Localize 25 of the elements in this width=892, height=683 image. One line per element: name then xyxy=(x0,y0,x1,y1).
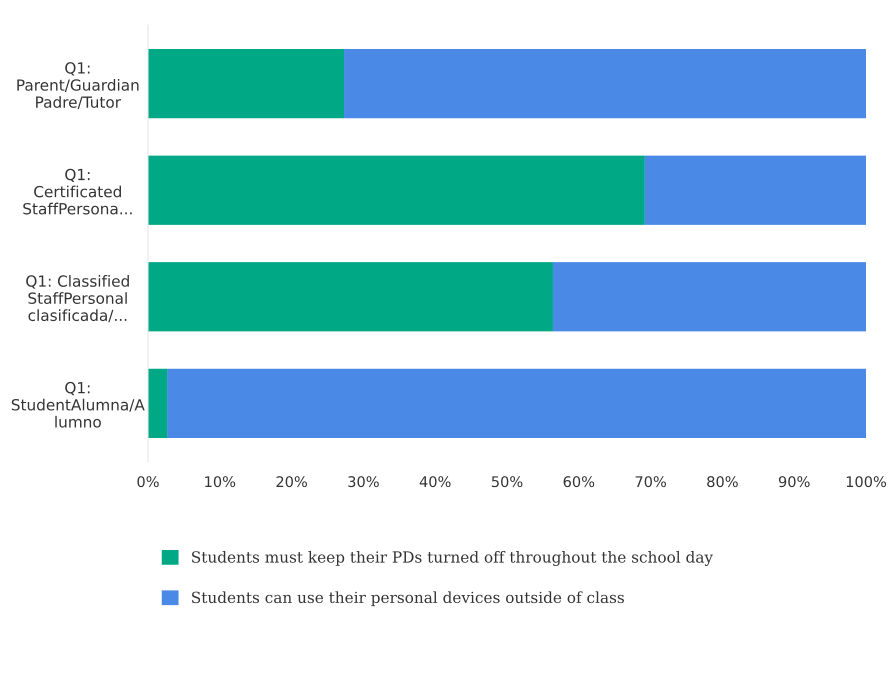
x-tick-label: 20% xyxy=(276,476,307,488)
x-tick-label: 10% xyxy=(205,476,236,488)
bar xyxy=(167,368,866,438)
legend-label: Students can use their personal devices outside of class xyxy=(192,591,624,606)
bar xyxy=(344,48,866,118)
legend-label: Students must keep their PDs turned off throughout the school day xyxy=(192,550,714,566)
y-tick-label: Q1: Parent/Guardian Padre/Tutor xyxy=(17,62,138,110)
x-tick-label: 50% xyxy=(492,476,522,488)
bar xyxy=(148,156,645,225)
bar xyxy=(148,48,344,118)
bar xyxy=(148,262,553,332)
x-tick-label: 100% xyxy=(846,476,886,488)
x-tick-label: 80% xyxy=(707,476,738,488)
x-tick-label: 90% xyxy=(778,476,810,488)
x-tick-label: 70% xyxy=(636,476,666,488)
y-tick-label: Q1: Classified StaffPersonal clasificada/... xyxy=(26,275,129,322)
bar xyxy=(644,156,866,225)
x-tick-label: 0% xyxy=(137,476,159,488)
bar xyxy=(148,368,168,438)
x-tick-label: 30% xyxy=(348,476,379,488)
x-tick-label: 40% xyxy=(420,476,451,488)
y-tick-label: Q1: Certificated StaffPersona... xyxy=(23,168,132,214)
bar xyxy=(552,262,866,332)
x-tick-label: 60% xyxy=(564,476,594,488)
y-tick-label: Q1: StudentAlumna/A lumno xyxy=(12,382,145,428)
